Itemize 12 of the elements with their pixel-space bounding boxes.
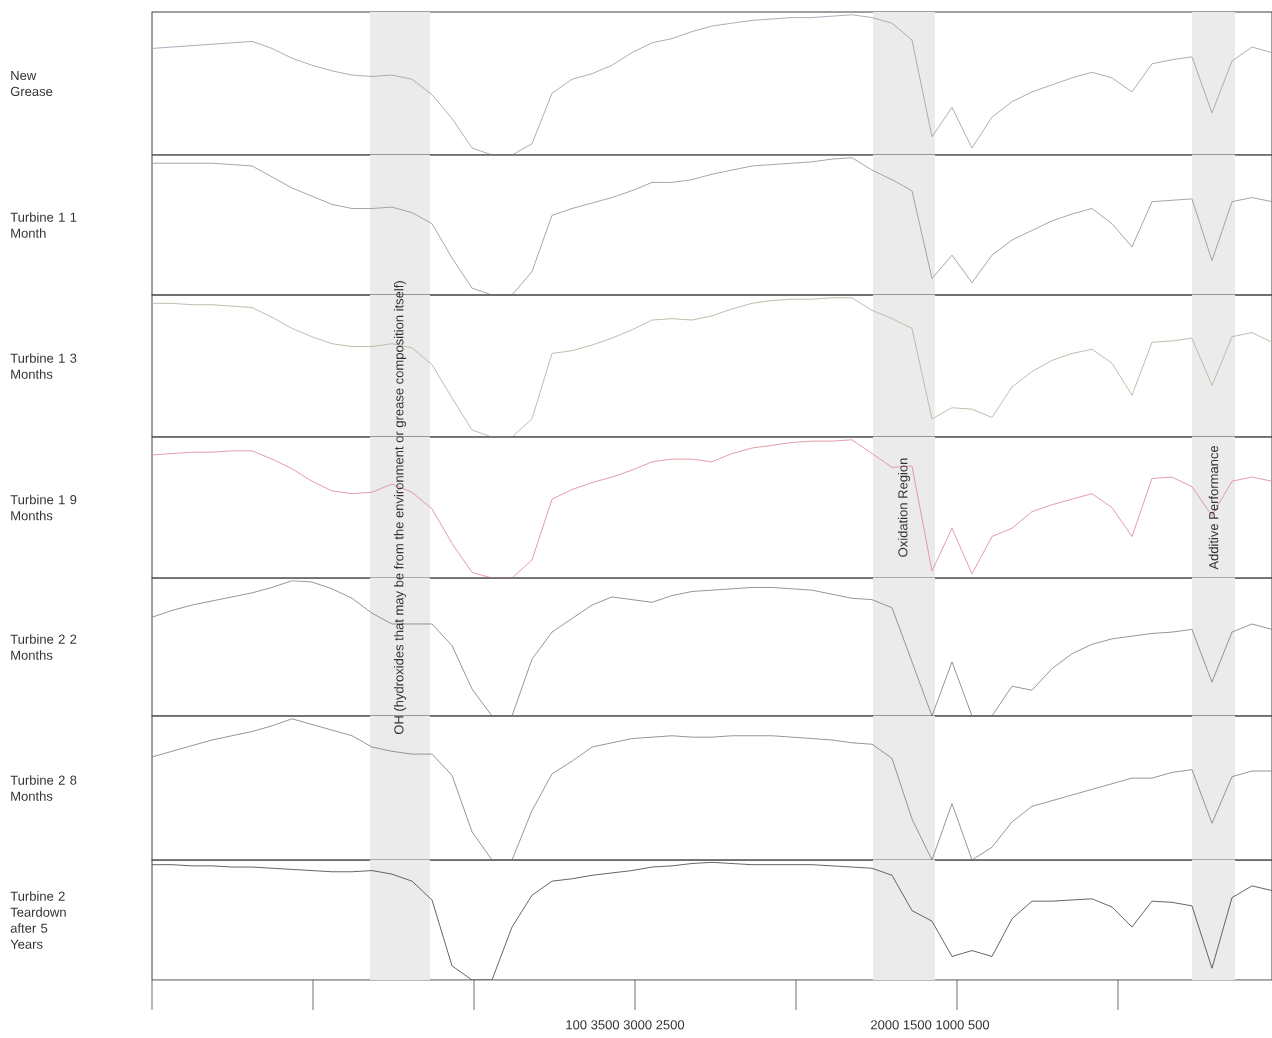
y-axis-title: Turbine 1 1 Month [10, 212, 77, 238]
y-axis-title: Turbine 2 8 Months [10, 775, 77, 801]
y-axis-title: Turbine 1 9 Months [10, 494, 77, 521]
text: 2000 1500 1000 500 [871, 1020, 990, 1030]
y-axis-title: Turbine 2 Teardown after 5 Years [10, 891, 66, 949]
annotation: OH (hydroxides that may be from the environment or grease composition itself) [393, 281, 407, 735]
annotation: Oxidation Region [897, 458, 911, 557]
annotation: Additive Performance [1208, 445, 1219, 570]
y-axis-title: Turbine 1 3 Months [10, 353, 77, 379]
y-axis-title: New Grease [10, 70, 53, 97]
text: 100 3500 3000 2500 [566, 1020, 685, 1030]
y-axis-title: Turbine 2 2 Months [10, 634, 77, 660]
